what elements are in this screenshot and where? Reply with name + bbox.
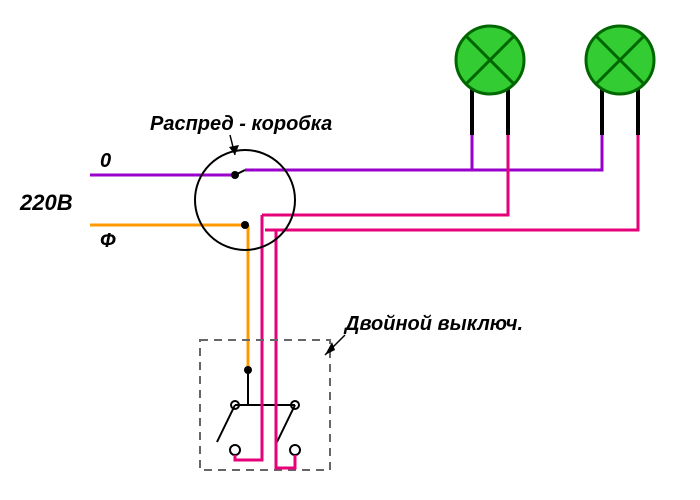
switch-contact-right <box>290 445 300 455</box>
junction-box <box>195 150 295 250</box>
junction-box-label: Распред - коробка <box>150 113 332 135</box>
neutral-wire-to-lamp2 <box>472 135 602 170</box>
lamp-2 <box>586 26 654 94</box>
switch-contact-left <box>230 445 240 455</box>
switch-blade-right <box>277 405 295 442</box>
switch-blade-left <box>217 405 235 442</box>
neutral-label: 0 <box>100 150 111 172</box>
phase-label: Ф <box>100 230 116 252</box>
voltage-label: 220В <box>19 190 73 215</box>
switch-arm-left-feed <box>235 370 248 405</box>
lamp-1 <box>456 26 524 94</box>
double-switch-label: Двойной выключ. <box>343 313 523 335</box>
